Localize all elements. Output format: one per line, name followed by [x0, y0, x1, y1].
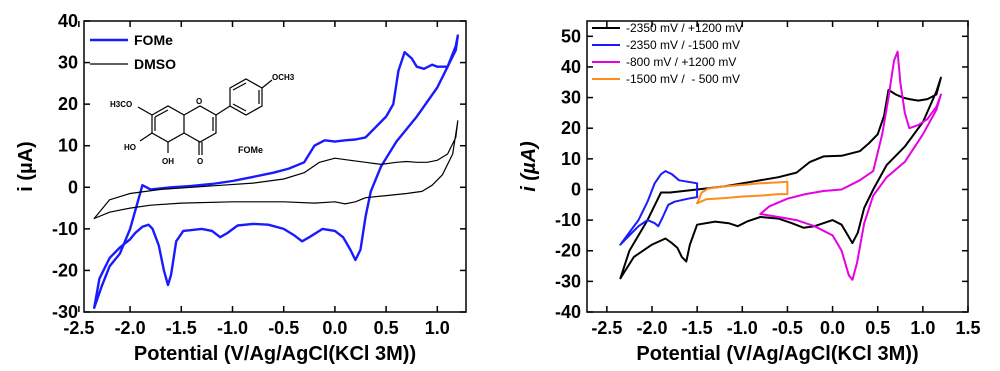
chem-label-carbonyl-o: O	[197, 157, 203, 166]
ring-a	[151, 105, 185, 143]
right-y-tick-labels: -40 -30 -20 -10 0 10 20 30 40 50	[555, 26, 581, 322]
legend-label-dmso: DMSO	[134, 56, 176, 72]
right-x-axis-label: Potential (V/Ag/AgCl(KCl 3M))	[636, 343, 918, 365]
left-plot-frame	[83, 20, 467, 313]
r-y-tick-label: -20	[555, 241, 581, 261]
left-y-tick-labels: -30 -20 -10 0 10 20 30 40	[52, 11, 78, 322]
l-x-tick-label: -2.0	[115, 318, 146, 338]
ring-c	[183, 105, 217, 143]
left-axis-ticks	[78, 20, 466, 313]
ome-a-bond	[137, 106, 153, 116]
right-axis-ticks	[587, 21, 969, 313]
left-x-axis-label: Potential (V/Ag/AgCl(KCl 3M))	[134, 343, 416, 365]
chem-label-h3co: H3CO	[110, 100, 132, 109]
legend-label-series-1: -2350 mV / +1200 mV	[626, 21, 743, 35]
r-y-tick-label: 30	[561, 88, 581, 108]
l-x-tick-label: 0.5	[374, 318, 399, 338]
l-y-tick-label: -10	[52, 219, 78, 239]
r-y-tick-label: -30	[555, 271, 581, 291]
chemical-structure-labels: OCH3 H3CO HO OH O O FOMe	[110, 73, 295, 166]
legend-label-fome: FOMe	[134, 32, 173, 48]
chemical-structure-inset	[137, 78, 273, 155]
ring-a-double-1	[154, 109, 169, 118]
l-x-tick-label: 1.0	[425, 318, 450, 338]
legend-label-series-4: -1500 mV / - 500 mV	[626, 72, 740, 86]
chem-compound-label: FOMe	[238, 145, 263, 155]
right-y-axis-label: i (µA)	[518, 141, 540, 192]
legend-label-series-2: -2350 mV / -1500 mV	[626, 38, 740, 52]
ring-b	[229, 78, 263, 116]
r-x-tick-label: 1.0	[910, 318, 935, 338]
l-y-tick-label: 40	[58, 11, 78, 31]
left-y-axis-label: i (µA)	[15, 141, 37, 191]
r-y-tick-label: 20	[561, 118, 581, 138]
r-y-tick-label: 40	[561, 57, 581, 77]
r-y-tick-label: 50	[561, 26, 581, 46]
right-plot-frame	[586, 20, 969, 313]
left-series-group	[93, 34, 459, 309]
l-y-tick-label: 10	[58, 136, 78, 156]
left-chart: -2.5 -2.0 -1.5 -1.0 -0.5 0.0 0.5 1.0 -30 -20 -10 0…	[15, 11, 467, 365]
ring-b-double-3	[232, 103, 247, 112]
l-y-tick-label: -20	[52, 260, 78, 280]
r-x-tick-label: 0.5	[865, 318, 890, 338]
r-y-tick-label: 10	[561, 149, 581, 169]
oh-a-bond	[139, 132, 153, 142]
right-chart: -2.5 -2.0 -1.5 -1.0 -0.5 0.0 0.5 1.0 1.5 -40-30-…	[518, 20, 981, 365]
left-x-tick-labels: -2.5 -2.0 -1.5 -1.0 -0.5 0.0 0.5 1.0	[63, 318, 449, 338]
r-y-tick-label: -40	[555, 302, 581, 322]
r-x-tick-label: 1.5	[955, 318, 980, 338]
r-x-tick-label: -1.0	[727, 318, 758, 338]
ring-link	[215, 105, 231, 116]
l-y-tick-label: 20	[58, 94, 78, 114]
ring-b-double-1	[232, 82, 247, 91]
series-line-2350-mv-1500-mv	[619, 170, 699, 246]
l-x-tick-label: -1.5	[166, 318, 197, 338]
series-line-2350-mv-1200-mv	[619, 76, 942, 280]
l-x-tick-label: -2.5	[63, 318, 94, 338]
r-x-tick-label: -1.5	[682, 318, 713, 338]
legend-label-series-3: -800 mV / +1200 mV	[626, 55, 736, 69]
r-y-tick-label: 0	[571, 179, 581, 199]
chem-label-ho: HO	[124, 143, 136, 152]
r-y-tick-label: -10	[555, 210, 581, 230]
ome-b-bond	[261, 79, 273, 89]
r-x-tick-label: -0.5	[772, 318, 803, 338]
l-x-tick-label: -1.0	[217, 318, 248, 338]
left-legend: FOMe DMSO	[90, 32, 176, 72]
chem-label-och3: OCH3	[272, 73, 295, 82]
chem-label-ring-o: O	[196, 97, 202, 106]
l-x-tick-label: 0.0	[322, 318, 347, 338]
series-line-fome	[93, 34, 459, 309]
right-legend: -2350 mV / +1200 mV -2350 mV / -1500 mV …	[592, 21, 743, 86]
r-x-tick-label: -2.0	[636, 318, 667, 338]
l-y-tick-label: 30	[58, 53, 78, 73]
l-x-tick-label: -0.5	[268, 318, 299, 338]
r-x-tick-label: 0.0	[820, 318, 845, 338]
series-line-800-mv-1200-mv	[759, 50, 942, 281]
l-y-tick-label: -30	[52, 302, 78, 322]
chem-label-oh: OH	[162, 157, 174, 166]
l-y-tick-label: 0	[68, 177, 78, 197]
r-x-tick-label: -2.5	[591, 318, 622, 338]
series-line-1500-mv-500-mv	[696, 180, 789, 205]
right-x-tick-labels: -2.5 -2.0 -1.5 -1.0 -0.5 0.0 0.5 1.0 1.5	[591, 318, 980, 338]
series-line-dmso	[93, 120, 459, 220]
right-series-group	[619, 50, 942, 281]
